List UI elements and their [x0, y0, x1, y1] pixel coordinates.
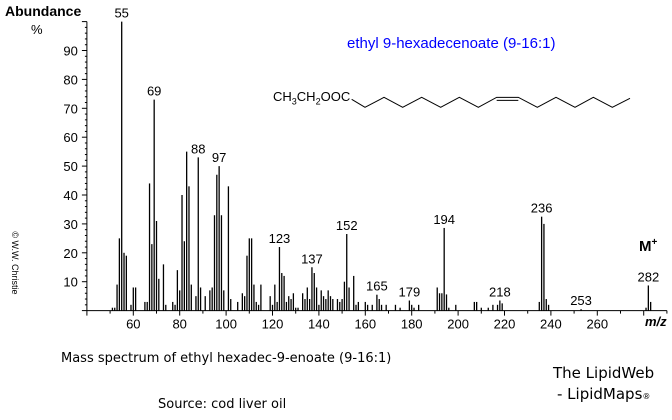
y-tick-label: 80 — [63, 72, 77, 87]
y-tick-label: 90 — [63, 44, 77, 59]
peak-label: 165 — [366, 279, 388, 294]
peak-label: 218 — [489, 284, 511, 299]
y-tick-label: 60 — [63, 130, 77, 145]
y-tick-label: 50 — [63, 159, 77, 174]
source: Source: cod liver oil — [158, 397, 287, 412]
molecular-ion-label: M+ — [639, 237, 657, 255]
x-tick-label: 160 — [354, 317, 376, 332]
formula-ooc: OOC — [320, 89, 351, 104]
y-axis-label: Abundance — [5, 3, 82, 19]
x-tick-label: 100 — [215, 317, 237, 332]
peak-label: 194 — [433, 212, 455, 227]
x-tick-label: 140 — [308, 317, 330, 332]
chart-title: ethyl 9-hexadecenoate (9-16:1) — [347, 35, 556, 52]
formula-ch2: CH — [296, 89, 316, 104]
y-tick-label: 70 — [63, 101, 77, 116]
brand-lipidweb: The LipidWeb — [553, 364, 655, 382]
m-plus: + — [651, 237, 658, 248]
formula-sub-2: 2 — [315, 96, 321, 107]
x-tick-label: 120 — [262, 317, 284, 332]
x-tick-label: 60 — [126, 317, 140, 332]
peak-label: 69 — [147, 84, 161, 99]
peak-label: 55 — [114, 6, 128, 21]
y-axis-unit: % — [31, 22, 43, 37]
peak-label: 179 — [399, 284, 421, 299]
brand-lipidmaps-text: - LipidMaps — [557, 385, 643, 403]
x-tick-label: 180 — [401, 317, 423, 332]
registered-mark: ® — [642, 392, 651, 401]
x-tick-label: 200 — [447, 317, 469, 332]
formula-sub-3: 3 — [291, 96, 297, 107]
peak-label: 137 — [301, 251, 323, 266]
peak-label: 152 — [336, 218, 358, 233]
x-tick-label: 240 — [540, 317, 562, 332]
peak-label: 88 — [191, 141, 205, 156]
y-tick-label: 10 — [63, 275, 77, 290]
formula-ch: CH — [273, 89, 292, 104]
y-tick-label: 30 — [63, 217, 77, 232]
copyright: © W.W. Christie — [10, 231, 20, 295]
x-tick-label: 260 — [586, 317, 608, 332]
x-tick-label: 220 — [494, 317, 516, 332]
x-axis-label: m/z — [645, 314, 667, 329]
peak-label: 123 — [269, 231, 291, 246]
peak-label: 282 — [637, 269, 659, 284]
fatty-acid-chain — [351, 96, 631, 108]
brand-lipidmaps: - LipidMaps® — [557, 385, 650, 403]
peak-label: 97 — [212, 150, 226, 165]
x-tick-label: 80 — [172, 317, 186, 332]
structure-formula: CH3CH2OOC — [273, 89, 350, 107]
y-tick-label: 40 — [63, 188, 77, 203]
peak-label: 236 — [531, 201, 553, 216]
m-label: M — [639, 238, 652, 255]
peak-label: 253 — [570, 293, 592, 308]
y-tick-label: 20 — [63, 246, 77, 261]
caption: Mass spectrum of ethyl hexadec-9-enoate … — [61, 351, 392, 366]
